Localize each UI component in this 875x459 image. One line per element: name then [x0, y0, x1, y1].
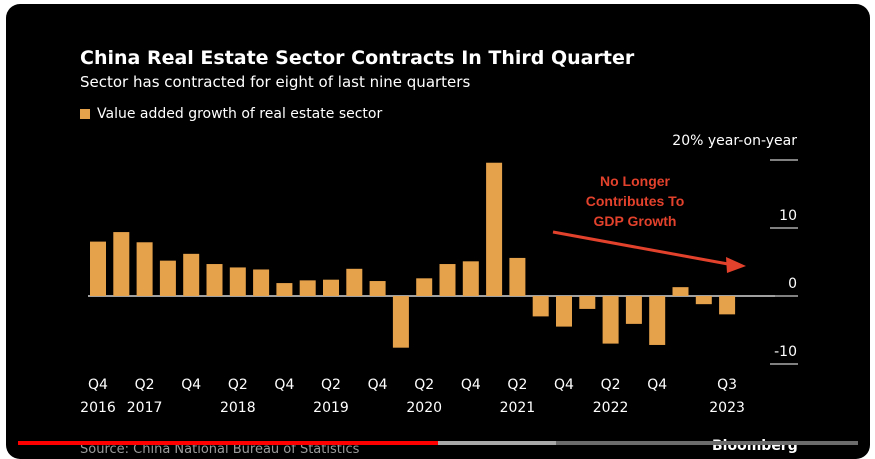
chart-subtitle: Sector has contracted for eight of last … [80, 73, 471, 91]
y-tick-label: 0 [788, 276, 797, 292]
bar-2017Q3 [159, 260, 176, 296]
annotation-arrow-shaft [552, 230, 729, 266]
x-tick-quarter-label: Q4 [368, 377, 388, 393]
y-axis-title: 20% year-on-year [672, 133, 797, 149]
bar-2018Q3 [253, 269, 270, 296]
bar-2018Q4 [276, 283, 293, 296]
x-tick-year-label: 2019 [313, 400, 349, 416]
x-tick-quarter-label: Q4 [461, 377, 481, 393]
bar-2023Q3 [719, 296, 736, 315]
source-note: Source: China National Bureau of Statist… [80, 442, 360, 457]
chart-legend: Value added growth of real estate sector [80, 106, 382, 122]
x-tick-quarter-label: Q2 [507, 377, 527, 393]
x-tick-quarter-label: Q4 [88, 377, 108, 393]
bar-2019Q1 [299, 280, 316, 296]
legend-label: Value added growth of real estate sector [97, 106, 383, 122]
x-tick-year-label: 2016 [80, 400, 116, 416]
bar-2021Q3 [532, 296, 549, 317]
bar-2021Q4 [556, 296, 572, 327]
video-frame[interactable] [6, 4, 870, 459]
x-tick-year-label: 2023 [709, 400, 745, 416]
bar-2019Q4 [369, 281, 386, 296]
bar-2019Q2 [323, 279, 339, 296]
x-tick-quarter-label: Q4 [647, 377, 667, 393]
x-tick-year-label: 2018 [220, 400, 256, 416]
bar-2021Q1 [486, 162, 503, 296]
x-tick-year-label: 2017 [127, 400, 163, 416]
bar-2018Q2 [229, 267, 246, 296]
bar-2022Q3 [625, 296, 642, 324]
bar-2020Q3 [439, 264, 456, 296]
bar-2020Q4 [462, 261, 479, 296]
x-tick-quarter-label: Q2 [601, 377, 621, 393]
bar-2017Q1 [113, 232, 130, 296]
x-tick-year-label: 2021 [500, 400, 536, 416]
annotation-line-2: Contributes To [585, 193, 685, 209]
bar-2022Q4 [649, 296, 666, 345]
x-tick-quarter-label: Q4 [274, 377, 294, 393]
bar-2022Q1 [579, 296, 596, 309]
y-tick-label: -10 [774, 344, 797, 360]
x-tick-quarter-label: Q4 [554, 377, 574, 393]
x-tick-quarter-label: Q2 [414, 377, 434, 393]
annotation-line-3: GDP Growth [593, 213, 677, 229]
x-tick-quarter-label: Q3 [717, 377, 737, 393]
bar-2022Q2 [602, 296, 619, 344]
y-tick-label: 10 [779, 208, 797, 224]
bar-2023Q1 [672, 287, 689, 296]
bar-2023Q2 [695, 296, 712, 305]
bar-2017Q4 [183, 253, 200, 296]
x-tick-quarter-label: Q2 [228, 377, 248, 393]
chart-title: China Real Estate Sector Contracts In Th… [80, 47, 635, 69]
bar-2017Q2 [136, 242, 153, 296]
bar-2020Q1 [392, 296, 409, 348]
chart-annotation: No Longer Contributes To GDP Growth [560, 171, 710, 231]
annotation-arrow-head [726, 257, 746, 273]
bar-2016Q4 [90, 241, 106, 296]
annotation-line-1: No Longer [600, 173, 670, 189]
bar-2018Q1 [206, 264, 223, 296]
bar-2021Q2 [509, 257, 526, 296]
x-tick-quarter-label: Q4 [181, 377, 201, 393]
x-tick-quarter-label: Q2 [321, 377, 341, 393]
x-tick-year-label: 2022 [593, 400, 629, 416]
video-progress-bar[interactable] [18, 441, 858, 445]
bar-2019Q3 [346, 268, 363, 296]
progress-played [18, 441, 438, 445]
bar-2020Q2 [416, 278, 433, 296]
legend-swatch [80, 109, 90, 119]
x-tick-quarter-label: Q2 [135, 377, 155, 393]
x-tick-year-label: 2020 [406, 400, 442, 416]
